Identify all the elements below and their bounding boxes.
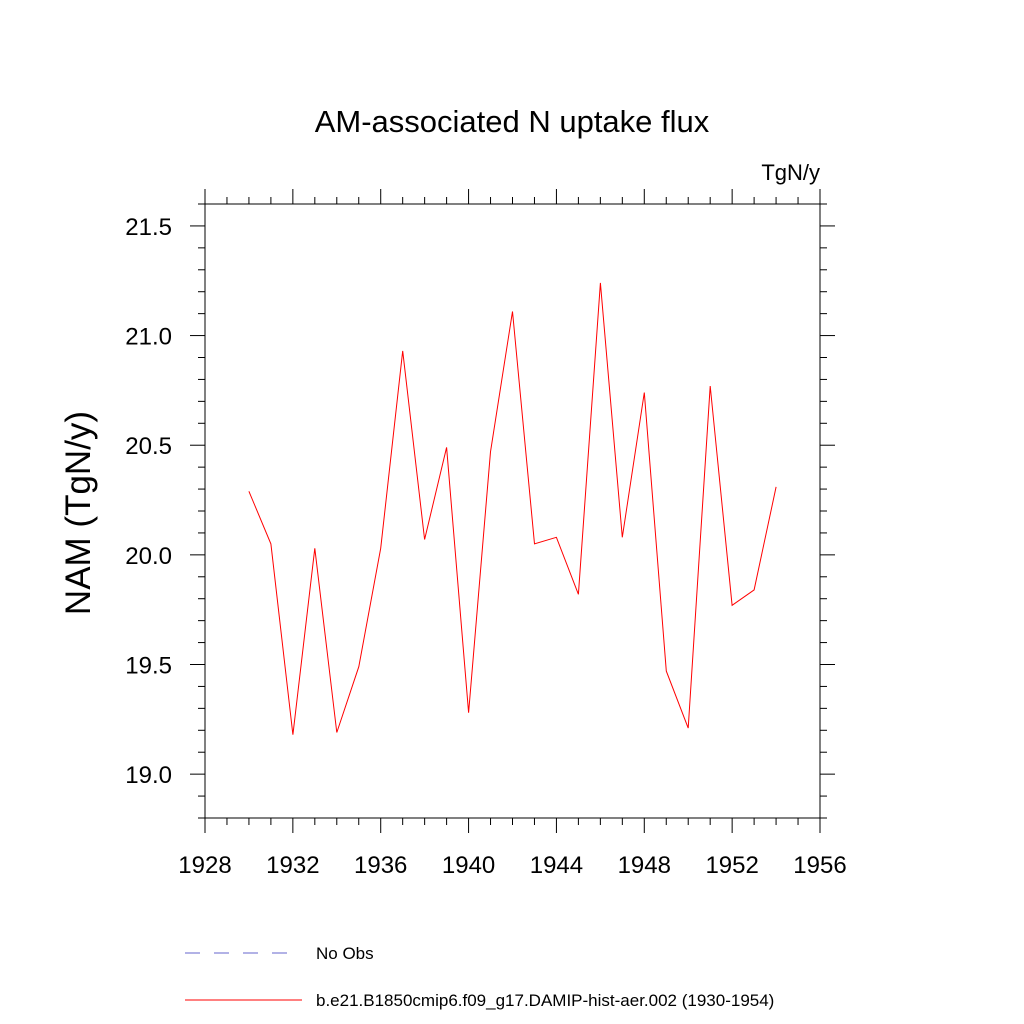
y-axis-label: NAM (TgN/y): [59, 411, 98, 615]
units-label: TgN/y: [761, 160, 820, 185]
x-tick-label: 1948: [618, 852, 671, 879]
x-tick-label: 1940: [442, 852, 495, 879]
y-tick-label: 21.5: [125, 214, 172, 241]
x-tick-label: 1932: [266, 852, 319, 879]
series-layer: [248, 282, 777, 735]
x-tick-labels: 1928 1932 1936 1940 1944 1948 1952 1956: [178, 852, 846, 879]
y-tick-label: 20.5: [125, 433, 172, 460]
y-tick-label: 21.0: [125, 324, 172, 351]
legend: No Obs b.e21.B1850cmip6.f09_g17.DAMIP-his…: [185, 944, 774, 1010]
plot-frame: [204, 203, 821, 819]
y-tick-label: 20.0: [125, 543, 172, 570]
legend-label: b.e21.B1850cmip6.f09_g17.DAMIP-hist-aer.…: [316, 991, 774, 1010]
y-tick-label: 19.5: [125, 653, 172, 680]
x-tick-label: 1928: [178, 852, 231, 879]
series-line: [248, 282, 777, 735]
x-tick-label: 1952: [705, 852, 758, 879]
chart-title: AM-associated N uptake flux: [315, 104, 710, 139]
x-tick-label: 1944: [530, 852, 583, 879]
legend-label: No Obs: [316, 944, 374, 963]
x-tick-label: 1956: [793, 852, 846, 879]
y-tick-label: 19.0: [125, 762, 172, 789]
axis-ticks: [190, 189, 835, 833]
x-tick-label: 1936: [354, 852, 407, 879]
y-tick-labels: 19.0 19.5 20.0 20.5 21.0 21.5: [125, 214, 172, 789]
